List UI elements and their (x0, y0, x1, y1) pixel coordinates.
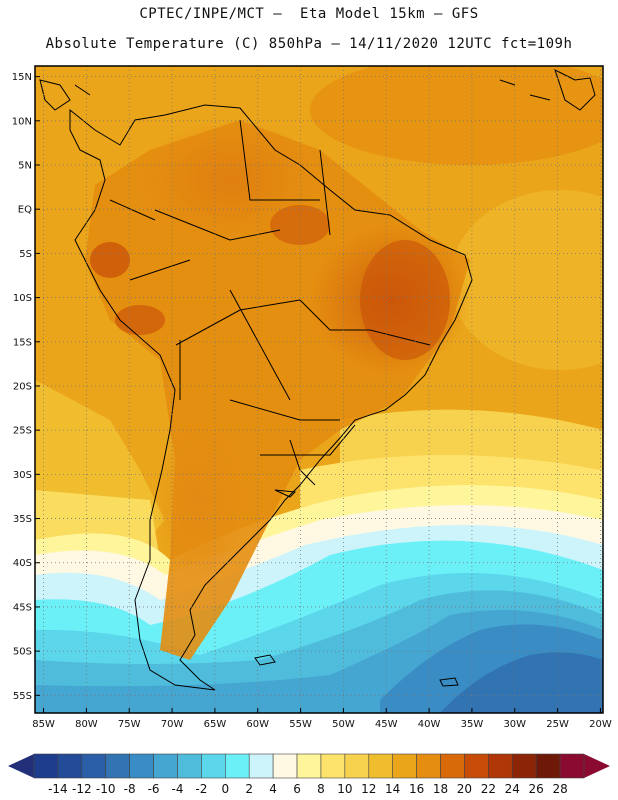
colorbar-swatch (416, 753, 441, 779)
colorbar-label: 2 (245, 782, 253, 796)
lat-label: 15S (13, 337, 32, 348)
lat-label: 20S (13, 381, 32, 392)
colorbar-label: 6 (293, 782, 301, 796)
colorbar-swatch (272, 753, 298, 779)
colorbar-label: 4 (269, 782, 277, 796)
graticule (35, 66, 603, 713)
colorbar-label: -12 (72, 782, 92, 796)
colorbar-swatch (129, 753, 154, 779)
lon-label: 65W (204, 719, 227, 730)
colorbar-swatch (535, 753, 561, 779)
lat-label: EQ (18, 205, 32, 216)
colorbar-label: 0 (221, 782, 229, 796)
colorbar-label: 16 (409, 782, 424, 796)
lon-label: 45W (375, 719, 398, 730)
colorbar-label: 28 (552, 782, 567, 796)
lon-label: 35W (461, 719, 484, 730)
lat-label: 10S (13, 293, 32, 304)
temperature-field (35, 66, 603, 713)
lat-label: 40S (13, 558, 32, 569)
colorbar-label: 8 (317, 782, 325, 796)
map-frame (34, 65, 604, 714)
lat-label: 5N (18, 160, 32, 171)
lon-label: 20W (589, 719, 612, 730)
colorbar-swatch (33, 753, 59, 779)
lat-label: 5S (19, 249, 32, 260)
lon-label: 85W (32, 719, 55, 730)
latitude-labels: 15N 10N 5N EQ 5S 10S 15S 20S 25S 30S 35S 40S 45S 50S 5… (12, 72, 40, 702)
colorbar-label: 18 (433, 782, 448, 796)
lat-label: 50S (13, 647, 32, 658)
colorbar-swatch (153, 753, 178, 779)
lat-label: 45S (13, 602, 32, 613)
colorbar-label: 22 (481, 782, 496, 796)
colorbar-label: -4 (171, 782, 183, 796)
lon-label: 75W (118, 719, 141, 730)
colorbar-swatch (511, 753, 537, 779)
lat-label: 30S (13, 470, 32, 481)
lon-label: 70W (161, 719, 184, 730)
coastline (39, 69, 596, 691)
colorbar-swatch (201, 753, 226, 779)
lon-label: 50W (332, 719, 355, 730)
lat-label: 25S (13, 426, 32, 437)
colorbar-label: 20 (457, 782, 472, 796)
colorbar-swatch (464, 753, 489, 779)
colorbar-swatch (225, 753, 250, 779)
triangle-right-icon (584, 754, 610, 778)
colorbar-swatch (57, 753, 83, 779)
lat-label: 10N (12, 116, 32, 127)
longitude-labels: 85W 80W 75W 70W 65W 60W 55W 50W 45W 40W 35W 30W 25W 2… (32, 708, 612, 730)
colorbar-label: -14 (48, 782, 68, 796)
colorbar: -14 -12 -10 -8 -6 -4 -2 0 2 4 6 8 10 12 14 16 18 20 22 24 26… (8, 753, 610, 796)
colorbar-label: 26 (529, 782, 544, 796)
lon-label: 60W (246, 719, 269, 730)
colorbar-swatch (81, 753, 107, 779)
colorbar-label: 12 (361, 782, 376, 796)
lat-label: 55S (13, 691, 32, 702)
colorbar-swatch (296, 753, 322, 779)
colorbar-label: 24 (505, 782, 520, 796)
colorbar-label: 10 (337, 782, 352, 796)
colorbar-swatch (344, 753, 370, 779)
colorbar-label: -2 (195, 782, 207, 796)
colorbar-swatch (368, 753, 393, 779)
map-subtitle: Absolute Temperature (C) 850hPa – 14/11/… (45, 36, 573, 52)
colorbar-swatch (488, 753, 513, 779)
colorbar-label: -10 (96, 782, 116, 796)
lon-label: 30W (503, 719, 526, 730)
colorbar-swatch (392, 753, 417, 779)
colorbar-label: -6 (148, 782, 160, 796)
map-title: CPTEC/INPE/MCT – Eta Model 15km – GFS (139, 6, 479, 22)
lat-label: 35S (13, 514, 32, 525)
colorbar-swatch (440, 753, 465, 779)
colorbar-label: 14 (385, 782, 400, 796)
colorbar-swatch (177, 753, 202, 779)
lon-label: 25W (546, 719, 569, 730)
lat-label: 15N (12, 72, 32, 83)
lon-label: 40W (418, 719, 441, 730)
lon-label: 55W (289, 719, 312, 730)
colorbar-swatch (320, 753, 346, 779)
colorbar-swatch (105, 753, 130, 779)
triangle-left-icon (8, 754, 34, 778)
colorbar-label: -8 (124, 782, 136, 796)
colorbar-swatch (248, 753, 274, 779)
colorbar-swatch (559, 753, 585, 779)
lon-label: 80W (75, 719, 98, 730)
